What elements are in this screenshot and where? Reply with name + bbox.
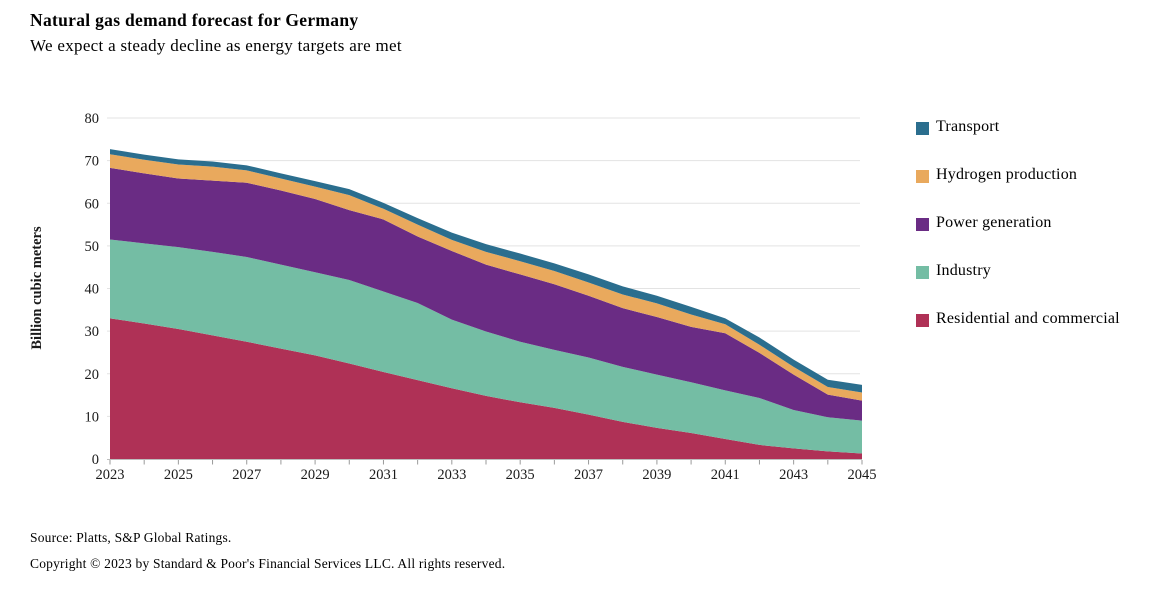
legend-item-industry: Industry [916,262,1174,280]
svg-text:40: 40 [85,282,100,298]
svg-text:2027: 2027 [232,467,261,483]
svg-text:2031: 2031 [369,467,398,483]
svg-text:2029: 2029 [301,467,330,483]
legend-item-transport: Transport [916,118,1174,136]
y-axis-labels: 0 10 20 30 40 50 60 70 80 [85,111,100,468]
area-power-generation [110,167,862,421]
svg-text:2033: 2033 [437,467,466,483]
y-axis-title: Billion cubic meters [29,226,45,350]
area-industry [110,239,862,454]
svg-text:2023: 2023 [96,467,125,483]
industry-swatch-icon [916,266,929,279]
legend-label: Industry [936,262,991,279]
area-hydrogen-production [110,154,862,401]
svg-text:70: 70 [85,154,100,170]
svg-text:20: 20 [85,367,100,383]
svg-text:60: 60 [85,196,100,212]
svg-text:80: 80 [85,111,100,127]
x-axis [107,459,863,465]
legend-label: Hydrogen production [936,166,1078,183]
page-title: Natural gas demand forecast for Germany [30,10,359,30]
legend-item-residential: Residential and commercial [916,310,1174,328]
svg-text:2039: 2039 [642,467,671,483]
transport-swatch-icon [916,122,929,135]
page-subtitle: We expect a steady decline as energy tar… [30,36,402,55]
legend-item-power-generation: Power generation [916,214,1174,232]
legend-label: Residential and commercial [936,310,1120,327]
svg-text:10: 10 [85,409,100,425]
svg-text:2041: 2041 [711,467,740,483]
x-axis-labels: 2023 2025 2027 2029 2031 2033 2035 2037 2039 2041… [96,467,877,483]
svg-text:2045: 2045 [848,467,877,483]
svg-text:30: 30 [85,324,100,340]
svg-text:0: 0 [92,452,99,468]
demand-area-chart: 0 10 20 30 40 50 60 70 80 2023 2025 2027 2029 2031 203… [29,111,877,483]
legend-label: Power generation [936,214,1052,231]
area-residential [110,318,862,459]
legend-label: Transport [936,118,1000,135]
source-note: Source: Platts, S&P Global Ratings. [30,530,232,545]
hydrogen-production-swatch-icon [916,170,929,183]
chart-legend: Transport Hydrogen production Power genera… [916,118,1174,358]
svg-text:2025: 2025 [164,467,193,483]
copyright-note: Copyright © 2023 by Standard & Poor's Fi… [30,556,506,571]
residential-swatch-icon [916,314,929,327]
svg-text:2037: 2037 [574,467,603,483]
svg-text:2043: 2043 [779,467,808,483]
power-generation-swatch-icon [916,218,929,231]
svg-text:50: 50 [85,239,100,255]
svg-text:2035: 2035 [506,467,535,483]
legend-item-hydrogen-production: Hydrogen production [916,166,1174,184]
